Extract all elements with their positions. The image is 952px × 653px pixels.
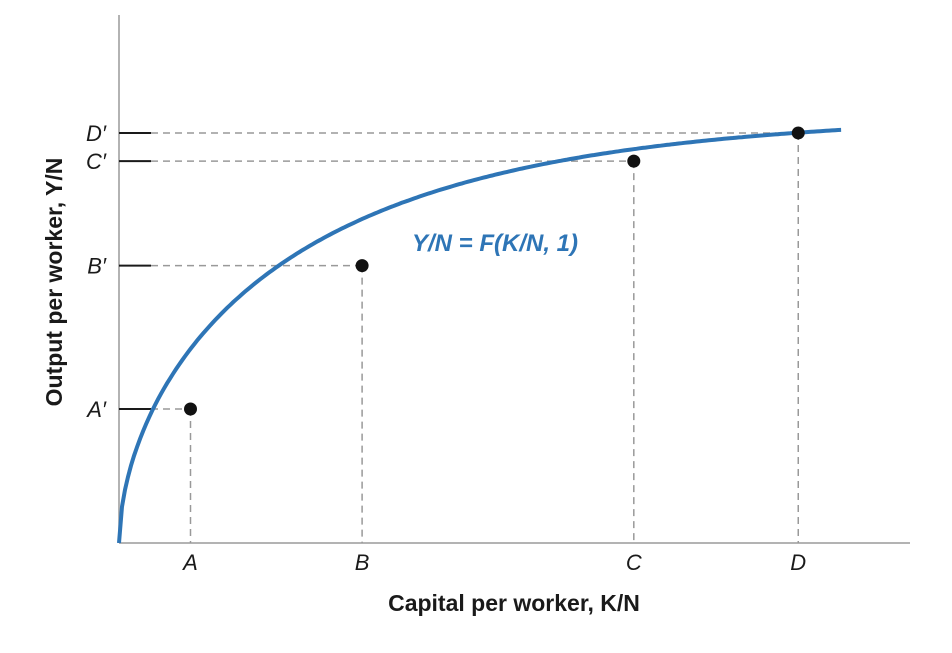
curve-label: Y/N = F(K/N, 1)	[412, 230, 578, 257]
y-axis-title: Output per worker, Y/N	[41, 158, 67, 407]
x-axis-title: Capital per worker, K/N	[388, 590, 640, 616]
y-tick-label-d-prime: D′	[86, 121, 107, 146]
x-tick-label-d: D	[790, 550, 806, 575]
point-b	[355, 259, 369, 273]
point-a	[184, 402, 197, 416]
production-function-curve	[117, 127, 842, 544]
y-tick-label-a-prime: A′	[85, 397, 107, 422]
point-d	[791, 126, 805, 140]
x-tick-label-c: C	[626, 550, 642, 575]
point-c	[627, 154, 641, 168]
guide-lines	[151, 132, 799, 543]
y-tick-label-c-prime: C′	[86, 149, 107, 174]
y-tick-label-b-prime: B′	[87, 254, 107, 279]
data-points	[184, 126, 805, 416]
x-tick-label-b: B	[355, 550, 370, 575]
x-tick-label-a: A	[181, 550, 198, 575]
y-tick-marks	[119, 131, 151, 410]
